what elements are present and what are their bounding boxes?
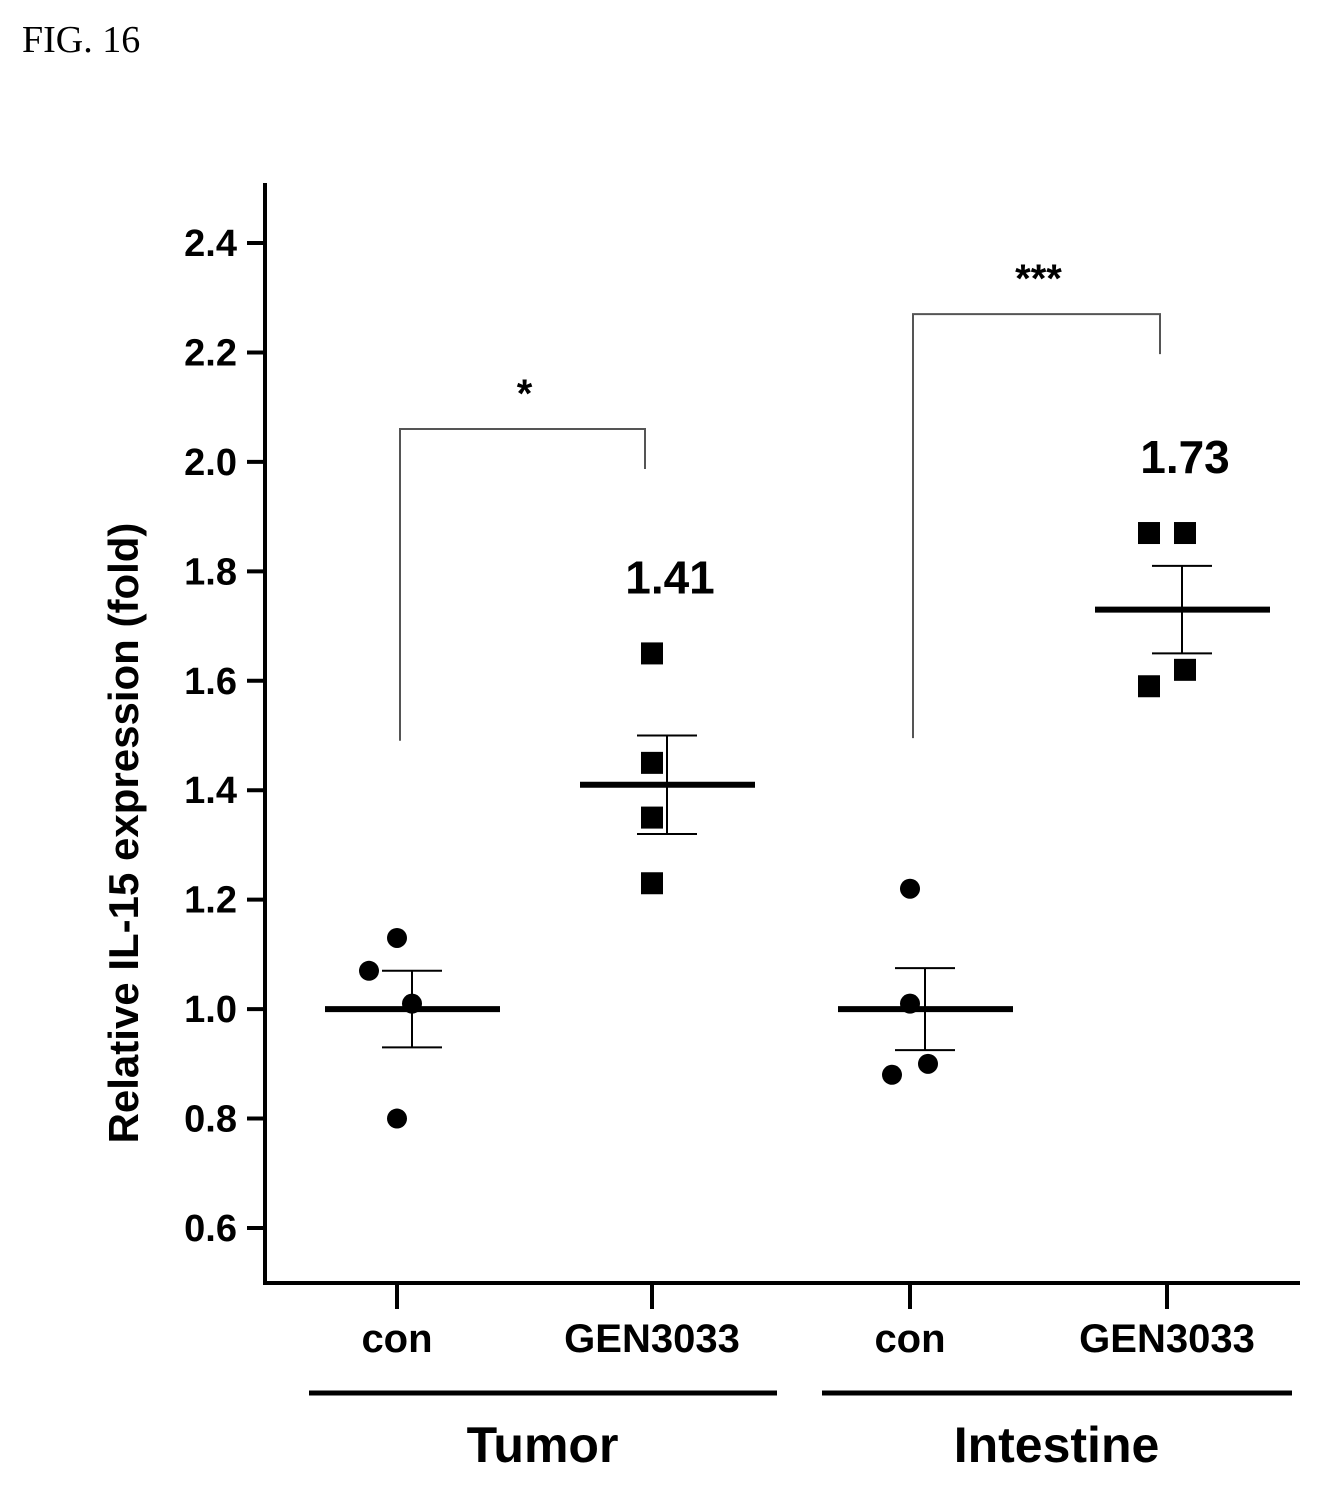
data-point xyxy=(641,872,663,895)
data-points xyxy=(359,522,1196,1129)
data-point xyxy=(900,993,920,1014)
x-ticks: con GEN3033 con GEN3033 xyxy=(361,1283,1255,1361)
error-bars xyxy=(325,564,1270,1052)
data-point xyxy=(1174,658,1196,681)
group-label: Intestine xyxy=(954,1417,1160,1473)
axes xyxy=(263,183,1300,1285)
data-point xyxy=(1138,675,1160,698)
y-tick-label: 1.2 xyxy=(184,880,237,922)
data-point xyxy=(1138,522,1160,545)
data-point xyxy=(641,751,663,774)
x-tick-label: con xyxy=(874,1317,945,1361)
group-label: Tumor xyxy=(467,1417,619,1473)
data-point xyxy=(918,1053,938,1074)
x-tick-label: con xyxy=(361,1317,432,1361)
y-tick-label: 1.4 xyxy=(184,770,237,812)
y-tick-label: 1.8 xyxy=(184,551,237,593)
x-tick-label: GEN3033 xyxy=(1079,1317,1255,1361)
mean-value-label: 1.41 xyxy=(625,551,715,603)
y-tick-label: 1.6 xyxy=(184,661,237,703)
significance-label: *** xyxy=(1015,257,1062,301)
data-point xyxy=(387,927,407,948)
significance-bracket xyxy=(399,428,646,741)
data-point xyxy=(641,642,663,665)
y-tick-label: 1.0 xyxy=(184,989,237,1031)
data-point xyxy=(359,960,379,981)
y-tick-label: 2.0 xyxy=(184,442,237,484)
data-point xyxy=(402,993,422,1014)
data-point xyxy=(1174,522,1196,545)
significance-brackets: **** xyxy=(399,257,1161,741)
y-tick-label: 0.8 xyxy=(184,1099,237,1141)
y-tick-label: 2.4 xyxy=(184,223,237,265)
data-point xyxy=(387,1108,407,1129)
significance-bracket xyxy=(912,313,1161,739)
y-ticks: 0.6 0.8 1.0 1.2 1.4 1.6 1.8 2.0 2.2 2.4 xyxy=(184,223,265,1250)
figure-label: FIG. 16 xyxy=(22,19,141,61)
mean-value-label: 1.73 xyxy=(1140,431,1230,483)
y-tick-label: 0.6 xyxy=(184,1208,237,1250)
data-point xyxy=(900,878,920,899)
group-labels: Tumor Intestine xyxy=(309,1390,1292,1473)
data-point xyxy=(641,806,663,829)
y-axis-label: Relative IL-15 expression (fold) xyxy=(100,523,147,1144)
x-tick-label: GEN3033 xyxy=(564,1317,740,1361)
mean-labels: 1.41 1.73 xyxy=(625,431,1230,603)
significance-label: * xyxy=(517,372,533,416)
y-tick-label: 2.2 xyxy=(184,332,237,374)
data-point xyxy=(882,1064,902,1085)
